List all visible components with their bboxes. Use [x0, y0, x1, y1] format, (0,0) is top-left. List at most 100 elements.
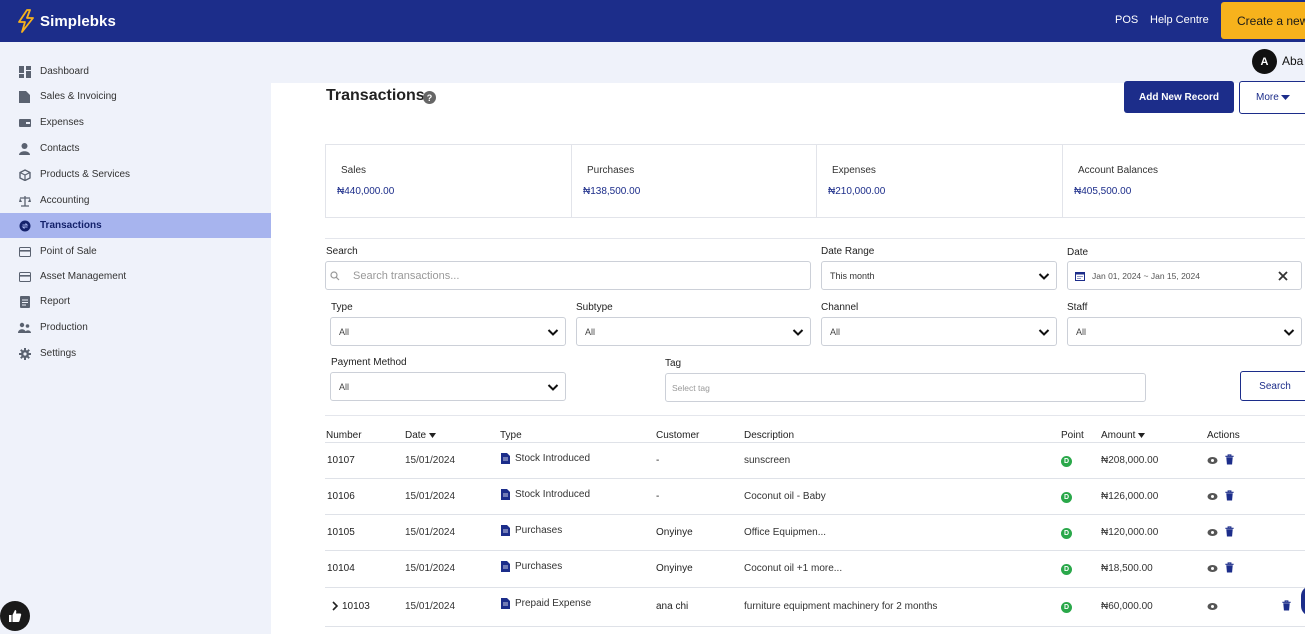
type-label: Type — [331, 302, 353, 313]
column-header-point[interactable]: Point — [1061, 430, 1084, 441]
page-title: Transactions — [326, 87, 425, 104]
row-divider — [325, 626, 1305, 627]
chevron-down-icon — [1283, 329, 1295, 336]
column-header-number[interactable]: Number — [326, 430, 362, 441]
clear-icon[interactable] — [1278, 271, 1288, 281]
sidebar-item-transactions[interactable]: Transactions — [0, 213, 271, 238]
user-name[interactable]: Aba — [1282, 54, 1304, 68]
date-label: Date — [1067, 247, 1089, 258]
chevron-right-icon[interactable] — [331, 601, 339, 611]
date-range-select[interactable]: This month — [821, 261, 1057, 290]
channel-label: Channel — [821, 302, 859, 313]
chevron-down-icon — [547, 329, 559, 336]
sidebar-item-products-services[interactable]: Products & Services — [0, 162, 271, 187]
summary-value: ₦138,500.00 — [583, 186, 641, 197]
view-eye-icon[interactable] — [1207, 563, 1218, 574]
channel-select[interactable]: All — [821, 317, 1057, 346]
view-eye-icon[interactable] — [1207, 455, 1218, 466]
date-value: Jan 01, 2024 ~ Jan 15, 2024 — [1092, 271, 1200, 281]
summary-card-purchases[interactable]: Purchases ₦138,500.00 — [572, 145, 817, 217]
tag-input[interactable]: Select tag — [665, 373, 1146, 402]
more-button[interactable]: More — [1239, 81, 1305, 114]
view-eye-icon[interactable] — [1207, 601, 1218, 612]
row-customer: ana chi — [656, 601, 689, 612]
row-type-label: Purchases — [515, 561, 563, 572]
sidebar-item-report[interactable]: Report — [0, 289, 271, 314]
sidebar-item-contacts[interactable]: Contacts — [0, 136, 271, 161]
row-number[interactable]: 10104 — [327, 563, 355, 574]
search-button[interactable]: Search — [1240, 371, 1305, 401]
add-new-record-button[interactable]: Add New Record — [1124, 81, 1234, 113]
document-icon — [501, 489, 510, 500]
chat-widget-button[interactable] — [1301, 586, 1305, 616]
gear-icon — [18, 347, 31, 360]
create-new-button[interactable]: Create a new — [1221, 2, 1305, 39]
sidebar-item-expenses[interactable]: Expenses — [0, 110, 271, 135]
column-header-actions: Actions — [1207, 430, 1240, 441]
point-badge: D — [1061, 528, 1072, 539]
row-date: 15/01/2024 — [405, 563, 456, 574]
thumbs-up-icon — [9, 610, 22, 622]
summary-card-expenses[interactable]: Expenses ₦210,000.00 — [817, 145, 1063, 217]
divider — [325, 415, 1305, 416]
date-picker[interactable]: Jan 01, 2024 ~ Jan 15, 2024 — [1067, 261, 1302, 290]
row-amount: ₦120,000.00 — [1101, 527, 1159, 538]
column-header-type[interactable]: Type — [500, 430, 522, 441]
type-select[interactable]: All — [330, 317, 566, 346]
report-icon — [18, 295, 31, 308]
row-amount: ₦126,000.00 — [1101, 491, 1159, 502]
column-header-label: Amount — [1101, 430, 1136, 441]
sidebar-item-point-of-sale[interactable]: Point of Sale — [0, 239, 271, 264]
view-eye-icon[interactable] — [1207, 491, 1218, 502]
summary-label: Expenses — [832, 165, 876, 176]
document-icon — [501, 525, 510, 536]
sidebar-item-label: Dashboard — [40, 66, 89, 77]
subtype-select[interactable]: All — [576, 317, 811, 346]
feedback-button[interactable] — [0, 601, 30, 631]
row-number[interactable]: 10103 — [342, 601, 370, 612]
sidebar-item-production[interactable]: Production — [0, 315, 271, 340]
user-header-strip — [271, 42, 1305, 83]
delete-trash-icon[interactable] — [1224, 490, 1235, 501]
sidebar-item-dashboard[interactable]: Dashboard — [0, 59, 271, 84]
help-icon[interactable]: ? — [423, 91, 436, 104]
sidebar-item-asset-management[interactable]: Asset Management — [0, 264, 271, 289]
row-number[interactable]: 10105 — [327, 527, 355, 538]
row-date: 15/01/2024 — [405, 491, 456, 502]
column-header-description[interactable]: Description — [744, 430, 795, 441]
column-header-amount[interactable]: Amount — [1101, 430, 1146, 441]
column-header-date[interactable]: Date — [405, 430, 437, 441]
summary-label: Account Balances — [1078, 165, 1159, 176]
point-badge: D — [1061, 564, 1072, 575]
row-amount: ₦18,500.00 — [1101, 563, 1153, 574]
avatar[interactable]: A — [1252, 49, 1277, 74]
brand[interactable]: Simplebks — [16, 9, 116, 33]
row-description: Office Equipmen... — [744, 527, 827, 538]
transactions-icon — [18, 219, 31, 232]
tag-placeholder: Select tag — [672, 383, 710, 393]
staff-select[interactable]: All — [1067, 317, 1302, 346]
delete-trash-icon[interactable] — [1224, 454, 1235, 465]
sidebar-item-sales-invoicing[interactable]: Sales & Invoicing — [0, 84, 271, 109]
sidebar-item-label: Transactions — [40, 220, 102, 231]
sidebar-item-settings[interactable]: Settings — [0, 341, 271, 366]
row-amount: ₦208,000.00 — [1101, 455, 1159, 466]
summary-card-sales[interactable]: Sales ₦440,000.00 — [326, 145, 572, 217]
payment-method-select[interactable]: All — [330, 372, 566, 401]
scale-icon — [18, 194, 31, 207]
row-number[interactable]: 10106 — [327, 491, 355, 502]
summary-card-account-balances[interactable]: Account Balances ₦405,500.00 — [1063, 145, 1305, 217]
view-eye-icon[interactable] — [1207, 527, 1218, 538]
row-number[interactable]: 10107 — [327, 455, 355, 466]
sidebar-item-accounting[interactable]: Accounting — [0, 188, 271, 213]
row-customer: - — [656, 491, 660, 502]
column-header-customer[interactable]: Customer — [656, 430, 700, 441]
delete-trash-icon[interactable] — [1224, 526, 1235, 537]
row-description: Coconut oil - Baby — [744, 491, 826, 502]
help-centre-link[interactable]: Help Centre — [1150, 14, 1209, 26]
delete-trash-icon[interactable] — [1281, 600, 1292, 611]
search-input[interactable]: Search transactions... — [325, 261, 811, 290]
document-icon — [501, 561, 510, 572]
delete-trash-icon[interactable] — [1224, 562, 1235, 573]
pos-link[interactable]: POS — [1115, 14, 1139, 26]
